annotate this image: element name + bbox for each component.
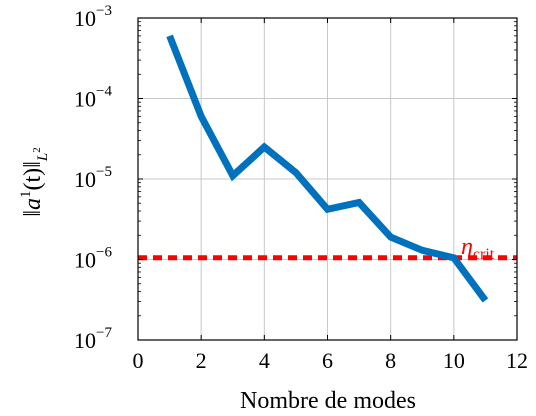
- x-tick-label-4: 8: [385, 348, 396, 373]
- x-tick-label-6: 12: [506, 348, 528, 373]
- x-axis-label: Nombre de modes: [240, 388, 416, 414]
- x-tick-label-2: 4: [259, 348, 270, 373]
- x-tick-label-0: 0: [133, 348, 144, 373]
- x-tick-label-5: 10: [443, 348, 465, 373]
- y-axis-label: ‖a1(t)‖L2: [18, 147, 51, 217]
- y-tick-label-3: 10−6: [74, 245, 112, 273]
- series-layer: [166, 34, 489, 303]
- y-tick-label-4: 10−7: [74, 325, 112, 353]
- grid: [137, 17, 518, 341]
- y-tick-label-2: 10−5: [74, 164, 112, 192]
- y-tick-label-1: 10−4: [74, 84, 112, 112]
- x-tick-label-3: 6: [322, 348, 333, 373]
- x-tick-label-1: 2: [196, 348, 207, 373]
- y-tick-label-0: 10−3: [74, 3, 112, 31]
- series-line-0: [166, 34, 489, 303]
- y-axis-ticks: 10−3 10−4 10−5 10−6 10−7: [74, 3, 517, 353]
- x-axis-ticks: 0 2 4 6 8 10 12: [133, 18, 528, 373]
- threshold-label: ηcrit: [461, 234, 495, 263]
